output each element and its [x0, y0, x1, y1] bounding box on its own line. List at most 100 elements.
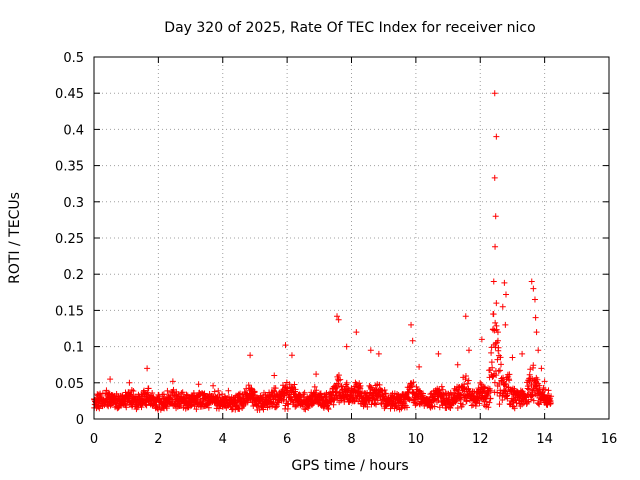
data-point: [488, 359, 495, 366]
data-point: [250, 389, 257, 396]
y-tick-label: 0.15: [55, 304, 84, 319]
data-point: [367, 347, 374, 354]
data-point: [499, 303, 506, 310]
data-point: [410, 379, 417, 386]
data-point: [447, 405, 454, 412]
data-point: [459, 401, 466, 408]
data-point: [375, 350, 382, 357]
data-point: [126, 379, 133, 386]
data-point: [271, 372, 278, 379]
y-axis-label: ROTI / TECUs: [7, 192, 23, 284]
data-point: [357, 382, 364, 389]
data-point: [364, 403, 371, 410]
x-tick-label: 6: [283, 432, 291, 447]
data-point: [482, 384, 489, 391]
data-point: [272, 404, 279, 411]
data-point: [272, 385, 279, 392]
data-point: [164, 387, 171, 394]
data-point: [493, 372, 500, 379]
data-point: [138, 404, 145, 411]
x-tick-label: 16: [601, 432, 618, 447]
data-point: [524, 399, 531, 406]
data-point: [225, 387, 232, 394]
data-point: [284, 405, 291, 412]
data-point: [193, 406, 200, 413]
data-point: [457, 391, 464, 398]
data-point: [492, 243, 499, 250]
data-point: [506, 377, 513, 384]
data-point: [452, 398, 459, 405]
y-tick-label: 0.35: [55, 160, 84, 175]
data-point: [127, 392, 134, 399]
data-point: [297, 393, 304, 400]
data-point: [188, 402, 195, 409]
y-tick-label: 0.25: [55, 232, 84, 247]
y-tick-label: 0: [76, 413, 84, 428]
data-point: [528, 278, 535, 285]
data-point: [502, 321, 509, 328]
data-point: [484, 390, 491, 397]
y-tick-label: 0.1: [63, 341, 84, 356]
data-point: [506, 371, 513, 378]
data-point: [103, 387, 110, 394]
data-point: [404, 404, 411, 411]
data-point: [406, 395, 413, 402]
x-tick-label: 12: [472, 432, 489, 447]
data-point: [127, 391, 134, 398]
data-point: [492, 319, 499, 326]
data-point: [461, 381, 468, 388]
x-tick-label: 4: [219, 432, 227, 447]
data-point: [330, 401, 337, 408]
data-point: [511, 405, 518, 412]
data-point: [376, 381, 383, 388]
data-point: [463, 398, 470, 405]
data-point: [130, 388, 137, 395]
data-point: [501, 279, 508, 286]
data-point: [374, 397, 381, 404]
data-point: [408, 383, 415, 390]
data-point: [531, 296, 538, 303]
data-point: [494, 337, 501, 344]
data-point: [475, 397, 482, 404]
data-point: [149, 389, 156, 396]
data-point: [494, 389, 501, 396]
data-point: [547, 400, 554, 407]
data-point: [382, 390, 389, 397]
data-point: [532, 314, 539, 321]
data-point: [490, 311, 497, 318]
data-point: [123, 404, 130, 411]
data-point: [107, 376, 114, 383]
data-point: [496, 367, 503, 374]
data-point: [416, 401, 423, 408]
data-point: [313, 371, 320, 378]
data-point: [179, 389, 186, 396]
data-point: [487, 395, 494, 402]
data-point: [525, 386, 532, 393]
x-tick-label: 10: [408, 432, 425, 447]
y-tick-label: 0.05: [55, 377, 84, 392]
data-point: [438, 383, 445, 390]
data-point: [524, 383, 531, 390]
x-tick-label: 0: [90, 432, 98, 447]
data-point: [353, 381, 360, 388]
data-point: [143, 402, 150, 409]
data-point: [487, 387, 494, 394]
data-point: [454, 361, 461, 368]
data-point: [465, 347, 472, 354]
x-axis-label: GPS time / hours: [291, 458, 408, 474]
data-point: [378, 401, 385, 408]
data-point: [536, 382, 543, 389]
data-point: [544, 401, 551, 408]
data-point: [462, 372, 469, 379]
data-point: [160, 391, 167, 398]
x-tick-label: 8: [347, 432, 355, 447]
data-point: [511, 385, 518, 392]
y-tick-label: 0.3: [63, 196, 84, 211]
data-point: [178, 390, 185, 397]
data-point: [142, 401, 149, 408]
y-tick-label: 0.2: [63, 268, 84, 283]
data-point: [163, 403, 170, 410]
data-point: [495, 344, 502, 351]
data-point: [183, 391, 190, 398]
data-point: [509, 354, 516, 361]
